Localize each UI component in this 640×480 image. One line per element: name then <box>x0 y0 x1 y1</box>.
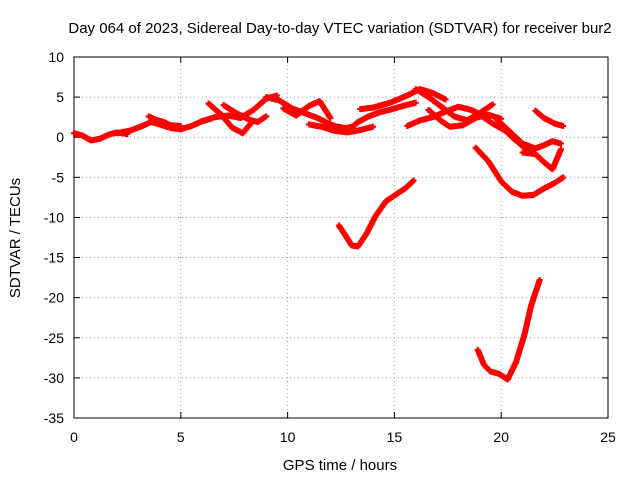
series-arc-18 <box>532 107 567 129</box>
y-tick-label: -10 <box>44 209 64 225</box>
data-point <box>558 146 565 153</box>
x-tick-label: 5 <box>177 429 185 445</box>
series-arc-17 <box>519 146 565 173</box>
x-tick-label: 25 <box>600 429 616 445</box>
data-point <box>410 177 417 184</box>
data-point <box>560 174 567 181</box>
data-point <box>177 122 184 129</box>
y-tick-label: -5 <box>52 169 65 185</box>
series-arc-21 <box>474 277 543 383</box>
x-tick-label: 0 <box>70 429 78 445</box>
series-arc-3 <box>145 113 184 129</box>
grid-lines <box>74 57 608 418</box>
series-arc-2 <box>113 115 214 137</box>
x-tick-label: 10 <box>280 429 296 445</box>
y-tick-label: -30 <box>44 370 64 386</box>
data-point <box>327 114 334 121</box>
y-tick-label: -20 <box>44 290 64 306</box>
data-point <box>536 277 543 284</box>
series-arc-10 <box>335 99 419 133</box>
series-arc-16 <box>493 116 565 152</box>
series-arc-5 <box>205 100 255 137</box>
data-point <box>263 113 270 120</box>
series-arc-13 <box>412 86 496 124</box>
chart-title: Day 064 of 2023, Sidereal Day-to-day VTE… <box>68 20 611 37</box>
x-tick-label: 15 <box>387 429 403 445</box>
data-point <box>560 122 567 129</box>
y-tick-label: 10 <box>48 49 64 65</box>
series-arc-20 <box>335 177 417 250</box>
y-tick-label: 0 <box>56 129 64 145</box>
x-tick-label: 20 <box>493 429 509 445</box>
y-axis-label: SDTVAR / TECUs <box>7 178 24 298</box>
data-point <box>558 140 565 147</box>
series-arc-6 <box>220 102 270 125</box>
y-tick-label: 5 <box>56 89 64 105</box>
y-tick-label: -25 <box>44 330 64 346</box>
series-arc-8 <box>280 98 334 121</box>
data-point <box>370 123 377 130</box>
x-axis-label: GPS time / hours <box>283 457 397 474</box>
data-point <box>412 99 419 106</box>
axis-ticks: 0 5 10 15 20 25 10 5 0 -5 -10 -15 -20 -25 -30 -35 <box>44 49 616 445</box>
series-arc-19 <box>472 144 567 199</box>
data-point <box>489 101 496 108</box>
data-point <box>442 96 449 103</box>
series-arc-7 <box>263 94 355 133</box>
plot-frame <box>73 56 609 419</box>
series-arc-11 <box>357 86 449 113</box>
y-tick-label: -35 <box>44 410 64 426</box>
data-points <box>71 86 567 383</box>
y-tick-label: -15 <box>44 250 64 266</box>
